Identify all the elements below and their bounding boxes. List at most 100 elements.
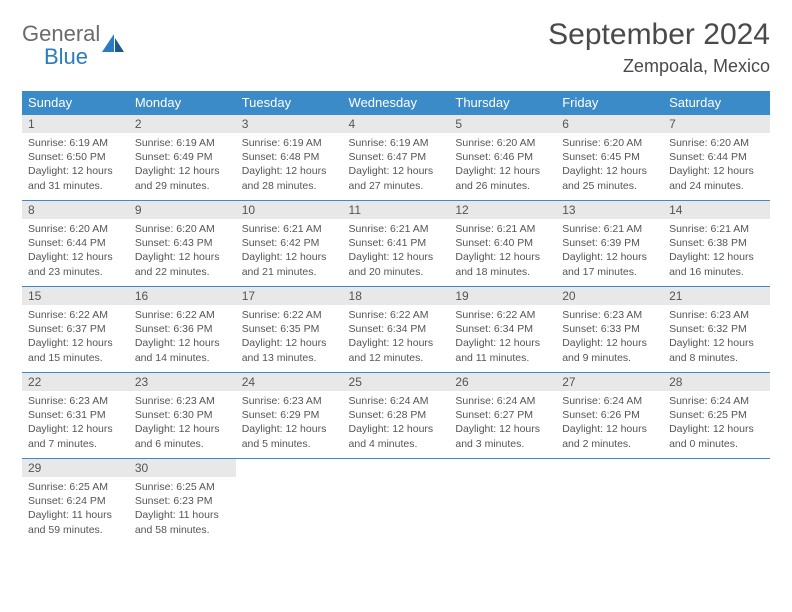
day-number: 6 (556, 115, 663, 133)
sunset-text: Sunset: 6:25 PM (669, 408, 764, 422)
sunset-text: Sunset: 6:38 PM (669, 236, 764, 250)
sunrise-text: Sunrise: 6:20 AM (28, 222, 123, 236)
day-number: 10 (236, 201, 343, 219)
sunrise-text: Sunrise: 6:20 AM (562, 136, 657, 150)
day-detail: Sunrise: 6:19 AMSunset: 6:49 PMDaylight:… (129, 133, 236, 199)
sunrise-text: Sunrise: 6:22 AM (135, 308, 230, 322)
calendar-day-cell: .. (556, 459, 663, 545)
day-number: 4 (343, 115, 450, 133)
day-detail: Sunrise: 6:20 AMSunset: 6:45 PMDaylight:… (556, 133, 663, 199)
daylight-text: Daylight: 12 hours and 7 minutes. (28, 422, 123, 450)
daylight-text: Daylight: 12 hours and 28 minutes. (242, 164, 337, 192)
sunrise-text: Sunrise: 6:19 AM (242, 136, 337, 150)
calendar-day-cell: 6Sunrise: 6:20 AMSunset: 6:45 PMDaylight… (556, 115, 663, 201)
daylight-text: Daylight: 12 hours and 25 minutes. (562, 164, 657, 192)
sunrise-text: Sunrise: 6:21 AM (242, 222, 337, 236)
calendar-day-cell: 8Sunrise: 6:20 AMSunset: 6:44 PMDaylight… (22, 201, 129, 287)
day-number: 24 (236, 373, 343, 391)
day-detail: Sunrise: 6:19 AMSunset: 6:48 PMDaylight:… (236, 133, 343, 199)
sunset-text: Sunset: 6:47 PM (349, 150, 444, 164)
day-number: 3 (236, 115, 343, 133)
calendar-day-cell: 20Sunrise: 6:23 AMSunset: 6:33 PMDayligh… (556, 287, 663, 373)
sunset-text: Sunset: 6:27 PM (455, 408, 550, 422)
calendar-day-cell: 14Sunrise: 6:21 AMSunset: 6:38 PMDayligh… (663, 201, 770, 287)
calendar-body: 1Sunrise: 6:19 AMSunset: 6:50 PMDaylight… (22, 115, 770, 545)
calendar-day-cell: 11Sunrise: 6:21 AMSunset: 6:41 PMDayligh… (343, 201, 450, 287)
sunset-text: Sunset: 6:34 PM (455, 322, 550, 336)
day-number: 7 (663, 115, 770, 133)
daylight-text: Daylight: 12 hours and 22 minutes. (135, 250, 230, 278)
day-of-week-header: Saturday (663, 91, 770, 115)
daylight-text: Daylight: 12 hours and 8 minutes. (669, 336, 764, 364)
day-detail: Sunrise: 6:23 AMSunset: 6:33 PMDaylight:… (556, 305, 663, 371)
logo-text: General Blue (22, 22, 100, 68)
sunrise-text: Sunrise: 6:23 AM (135, 394, 230, 408)
day-number: 29 (22, 459, 129, 477)
logo-sail-icon (100, 32, 126, 56)
day-of-week-header: Thursday (449, 91, 556, 115)
location: Zempoala, Mexico (548, 56, 770, 77)
sunset-text: Sunset: 6:49 PM (135, 150, 230, 164)
sunset-text: Sunset: 6:36 PM (135, 322, 230, 336)
sunset-text: Sunset: 6:26 PM (562, 408, 657, 422)
day-detail: Sunrise: 6:23 AMSunset: 6:31 PMDaylight:… (22, 391, 129, 457)
calendar-week-row: 29Sunrise: 6:25 AMSunset: 6:24 PMDayligh… (22, 459, 770, 545)
day-number: 20 (556, 287, 663, 305)
sunrise-text: Sunrise: 6:20 AM (669, 136, 764, 150)
sunrise-text: Sunrise: 6:22 AM (349, 308, 444, 322)
day-number: 13 (556, 201, 663, 219)
calendar-day-cell: 26Sunrise: 6:24 AMSunset: 6:27 PMDayligh… (449, 373, 556, 459)
page-header: General Blue September 2024 Zempoala, Me… (22, 18, 770, 77)
sunset-text: Sunset: 6:30 PM (135, 408, 230, 422)
sunset-text: Sunset: 6:35 PM (242, 322, 337, 336)
calendar-day-cell: 30Sunrise: 6:25 AMSunset: 6:23 PMDayligh… (129, 459, 236, 545)
daylight-text: Daylight: 12 hours and 29 minutes. (135, 164, 230, 192)
sunset-text: Sunset: 6:32 PM (669, 322, 764, 336)
day-number: 26 (449, 373, 556, 391)
calendar-day-cell: 10Sunrise: 6:21 AMSunset: 6:42 PMDayligh… (236, 201, 343, 287)
sunset-text: Sunset: 6:34 PM (349, 322, 444, 336)
sunrise-text: Sunrise: 6:19 AM (349, 136, 444, 150)
daylight-text: Daylight: 12 hours and 18 minutes. (455, 250, 550, 278)
calendar-day-cell: .. (343, 459, 450, 545)
calendar-day-cell: 2Sunrise: 6:19 AMSunset: 6:49 PMDaylight… (129, 115, 236, 201)
day-number: 22 (22, 373, 129, 391)
daylight-text: Daylight: 12 hours and 11 minutes. (455, 336, 550, 364)
sunset-text: Sunset: 6:43 PM (135, 236, 230, 250)
sunrise-text: Sunrise: 6:22 AM (242, 308, 337, 322)
sunset-text: Sunset: 6:37 PM (28, 322, 123, 336)
day-detail: Sunrise: 6:23 AMSunset: 6:30 PMDaylight:… (129, 391, 236, 457)
daylight-text: Daylight: 12 hours and 23 minutes. (28, 250, 123, 278)
day-of-week-header: Sunday (22, 91, 129, 115)
day-of-week-header: Tuesday (236, 91, 343, 115)
daylight-text: Daylight: 12 hours and 2 minutes. (562, 422, 657, 450)
day-number: 5 (449, 115, 556, 133)
day-detail: Sunrise: 6:20 AMSunset: 6:44 PMDaylight:… (663, 133, 770, 199)
calendar-day-cell: 21Sunrise: 6:23 AMSunset: 6:32 PMDayligh… (663, 287, 770, 373)
day-detail: Sunrise: 6:24 AMSunset: 6:26 PMDaylight:… (556, 391, 663, 457)
sunrise-text: Sunrise: 6:23 AM (562, 308, 657, 322)
day-detail: Sunrise: 6:22 AMSunset: 6:37 PMDaylight:… (22, 305, 129, 371)
day-detail: Sunrise: 6:24 AMSunset: 6:25 PMDaylight:… (663, 391, 770, 457)
daylight-text: Daylight: 12 hours and 6 minutes. (135, 422, 230, 450)
day-detail: Sunrise: 6:23 AMSunset: 6:32 PMDaylight:… (663, 305, 770, 371)
calendar-day-cell: 15Sunrise: 6:22 AMSunset: 6:37 PMDayligh… (22, 287, 129, 373)
sunrise-text: Sunrise: 6:24 AM (562, 394, 657, 408)
daylight-text: Daylight: 12 hours and 5 minutes. (242, 422, 337, 450)
day-detail: Sunrise: 6:22 AMSunset: 6:36 PMDaylight:… (129, 305, 236, 371)
day-of-week-header: Friday (556, 91, 663, 115)
sunrise-text: Sunrise: 6:23 AM (242, 394, 337, 408)
daylight-text: Daylight: 11 hours and 59 minutes. (28, 508, 123, 536)
sunrise-text: Sunrise: 6:20 AM (455, 136, 550, 150)
calendar-day-cell: 28Sunrise: 6:24 AMSunset: 6:25 PMDayligh… (663, 373, 770, 459)
day-detail: Sunrise: 6:19 AMSunset: 6:50 PMDaylight:… (22, 133, 129, 199)
day-number: 18 (343, 287, 450, 305)
calendar-day-cell: 16Sunrise: 6:22 AMSunset: 6:36 PMDayligh… (129, 287, 236, 373)
day-detail: Sunrise: 6:23 AMSunset: 6:29 PMDaylight:… (236, 391, 343, 457)
logo-word1: General (22, 22, 100, 45)
sunrise-text: Sunrise: 6:21 AM (669, 222, 764, 236)
sunrise-text: Sunrise: 6:23 AM (669, 308, 764, 322)
daylight-text: Daylight: 12 hours and 3 minutes. (455, 422, 550, 450)
day-of-week-header: Monday (129, 91, 236, 115)
sunset-text: Sunset: 6:41 PM (349, 236, 444, 250)
